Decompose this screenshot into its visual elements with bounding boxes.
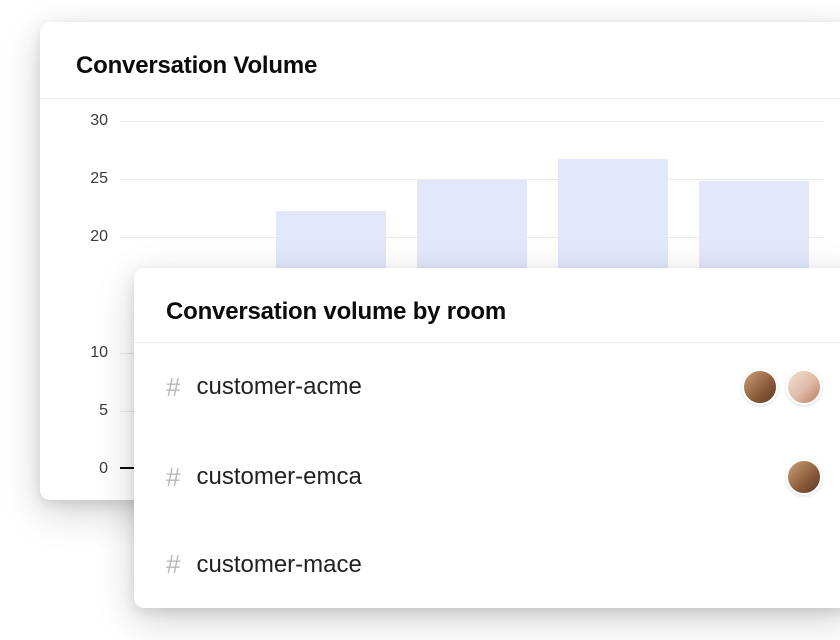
hash-icon: # — [166, 549, 180, 580]
avatar — [786, 459, 822, 495]
avatar — [742, 369, 778, 405]
room-row[interactable]: # customer-acme — [166, 343, 822, 431]
volume-by-room-card: Conversation volume by room # customer-ac… — [134, 268, 840, 608]
room-label: # customer-mace — [166, 549, 362, 580]
room-list: # customer-acme # customer-emca # customer-ma… — [166, 343, 822, 606]
y-tick-label: 5 — [76, 402, 108, 420]
room-row[interactable]: # customer-emca — [166, 431, 822, 521]
avatar-group — [786, 459, 822, 495]
card-title: Conversation Volume — [76, 52, 824, 80]
avatar — [786, 369, 822, 405]
room-row[interactable]: # customer-mace — [166, 521, 822, 606]
y-tick-label: 20 — [76, 228, 108, 246]
room-name: customer-emca — [196, 463, 361, 491]
divider — [40, 98, 840, 99]
y-tick-label: 25 — [76, 170, 108, 188]
room-label: # customer-acme — [166, 372, 362, 403]
card-title: Conversation volume by room — [166, 298, 822, 326]
y-tick-label: 30 — [76, 112, 108, 130]
y-tick-label: 0 — [76, 460, 108, 478]
avatar-group — [742, 369, 822, 405]
hash-icon: # — [166, 372, 180, 403]
hash-icon: # — [166, 462, 180, 493]
room-label: # customer-emca — [166, 462, 362, 493]
y-tick-label: 10 — [76, 344, 108, 362]
room-name: customer-mace — [196, 551, 361, 579]
y-axis: 0510202530 — [76, 121, 108, 469]
room-name: customer-acme — [196, 373, 361, 401]
